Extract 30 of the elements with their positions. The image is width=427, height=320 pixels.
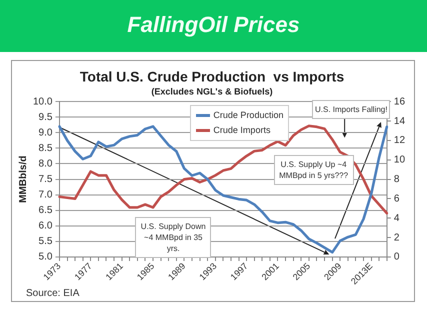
y-tick-label: 8.0 [38,158,53,170]
text: (Excludes NGL's & Biofuels) [151,86,273,97]
y2-tick-label: 8 [394,174,400,186]
y-tick-label: 7.0 [38,190,53,201]
y2-tick-label: 10 [394,154,406,166]
y-tick-label: 6.5 [38,205,53,216]
y-tick-label: 8.5 [38,142,53,154]
y-tick-label: 5.5 [38,236,53,248]
annotation: U.S. Imports Falling! [312,100,390,119]
chart-title: FallingOil Prices [0,0,427,52]
legend-label: Crude Imports [212,124,272,137]
y-axis-title: MMBbls/d [18,156,29,203]
y-tick-label: 5.0 [38,252,53,263]
y-tick-label: 9.0 [38,127,53,138]
y2-tick-label: 2 [394,232,400,244]
chart-subtitle: Total U.S. Crude Production vs Imports [80,68,344,84]
y2-tick-label: 14 [394,116,406,127]
annotation: U.S. Supply Down ~4 MMBpd in 35 yrs. [135,217,212,258]
y2-tick-label: 6 [394,193,400,204]
y2-tick-label: 16 [394,96,406,108]
y2-tick-label: 0 [394,252,400,263]
y-tick-label: 10.0 [32,96,53,108]
source-note: Source: EIA [26,288,80,299]
legend-label: Crude Production [212,108,284,122]
y2-tick-label: 12 [394,135,406,146]
y-tick-label: 9.5 [38,112,53,123]
y2-tick-label: 4 [394,212,400,224]
annotation: U.S. Supply Up ~4 MMBpd in 5 yrs??? [274,154,354,185]
y-tick-label: 6.0 [38,220,53,232]
y-tick-label: 7.5 [38,174,53,186]
